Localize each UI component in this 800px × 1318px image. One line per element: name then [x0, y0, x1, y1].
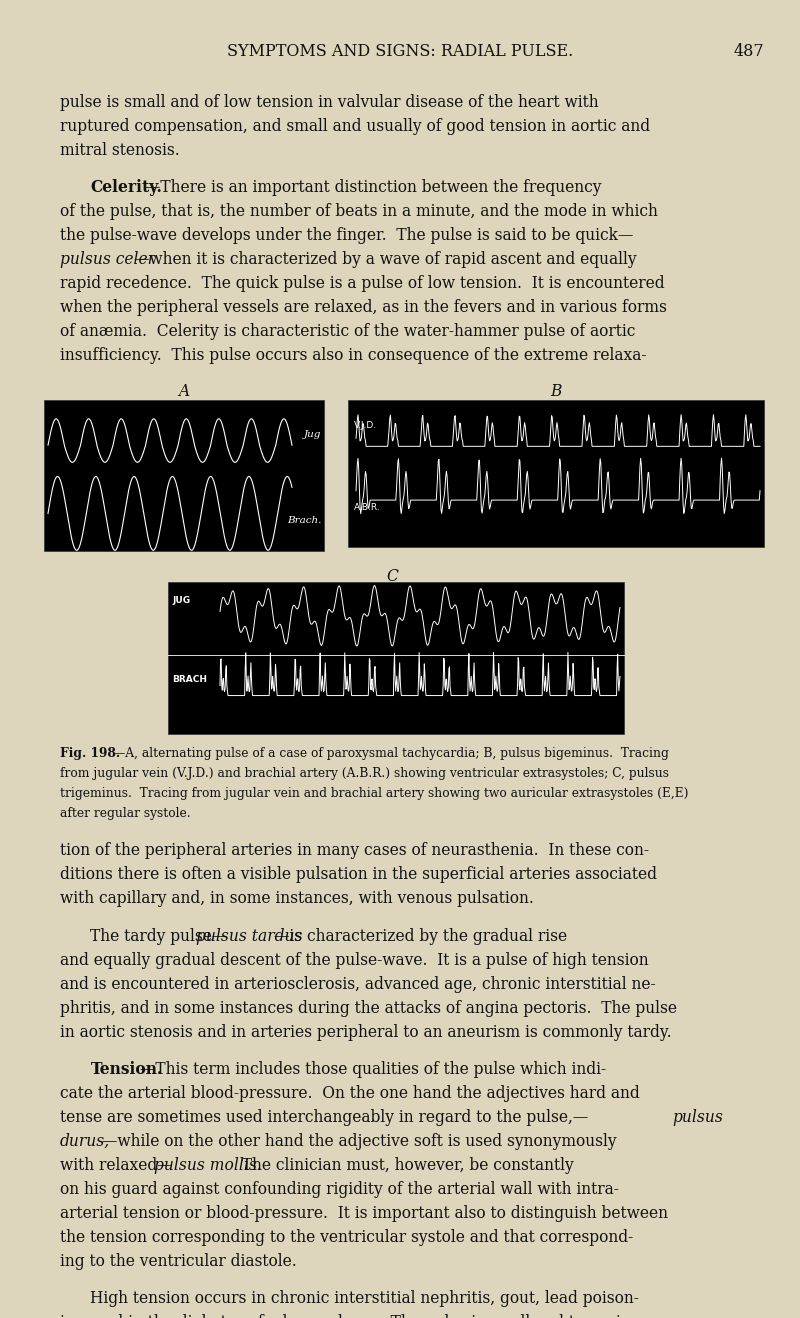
Text: B: B	[550, 384, 562, 399]
Text: Fig. 198.: Fig. 198.	[60, 747, 120, 760]
Text: 487: 487	[734, 43, 764, 61]
Text: ruptured compensation, and small and usually of good tension in aortic and: ruptured compensation, and small and usu…	[60, 117, 650, 134]
Text: —There is an important distinction between the frequency: —There is an important distinction betwe…	[145, 179, 602, 196]
Text: insufficiency.  This pulse occurs also in consequence of the extreme relaxa-: insufficiency. This pulse occurs also in…	[60, 347, 646, 364]
Text: ing to the ventricular diastole.: ing to the ventricular diastole.	[60, 1252, 297, 1269]
FancyBboxPatch shape	[168, 583, 624, 734]
Text: ditions there is often a visible pulsation in the superficial arteries associate: ditions there is often a visible pulsati…	[60, 866, 657, 883]
Text: cate the arterial blood-pressure.  On the one hand the adjectives hard and: cate the arterial blood-pressure. On the…	[60, 1085, 640, 1102]
Text: trigeminus.  Tracing from jugular vein and brachial artery showing two auricular: trigeminus. Tracing from jugular vein an…	[60, 787, 689, 800]
Text: Jug: Jug	[304, 430, 322, 439]
Text: the pulse-wave develops under the finger.  The pulse is said to be quick—: the pulse-wave develops under the finger…	[60, 227, 634, 244]
Text: A: A	[178, 384, 190, 399]
Text: —is characterized by the gradual rise: —is characterized by the gradual rise	[274, 928, 567, 945]
FancyBboxPatch shape	[44, 399, 324, 551]
Text: of the pulse, that is, the number of beats in a minute, and the mode in which: of the pulse, that is, the number of bea…	[60, 203, 658, 220]
Text: from jugular vein (V.J.D.) and brachial artery (A.B.R.) showing ventricular extr: from jugular vein (V.J.D.) and brachial …	[60, 767, 669, 780]
Text: BRACH: BRACH	[172, 675, 207, 684]
Text: on his guard against confounding rigidity of the arterial wall with intra-: on his guard against confounding rigidit…	[60, 1181, 619, 1198]
Text: of anæmia.  Celerity is characteristic of the water-hammer pulse of aortic: of anæmia. Celerity is characteristic of…	[60, 323, 635, 340]
Text: Brach.: Brach.	[287, 517, 322, 525]
Text: and is encountered in arteriosclerosis, advanced age, chronic interstitial ne-: and is encountered in arteriosclerosis, …	[60, 975, 656, 992]
Text: pulsus celer: pulsus celer	[60, 250, 155, 268]
Text: with capillary and, in some instances, with venous pulsation.: with capillary and, in some instances, w…	[60, 891, 534, 907]
Text: —when it is characterized by a wave of rapid ascent and equally: —when it is characterized by a wave of r…	[134, 250, 636, 268]
Text: rapid recedence.  The quick pulse is a pulse of low tension.  It is encountered: rapid recedence. The quick pulse is a pu…	[60, 275, 665, 293]
Text: pulsus: pulsus	[673, 1108, 724, 1126]
Text: ing, and in the diabetes of advanced age.  The pulse is small and tense in: ing, and in the diabetes of advanced age…	[60, 1314, 630, 1318]
Text: The tardy pulse—: The tardy pulse—	[90, 928, 228, 945]
Text: C: C	[386, 568, 398, 585]
Text: —This term includes those qualities of the pulse which indi-: —This term includes those qualities of t…	[140, 1061, 606, 1078]
Text: mitral stenosis.: mitral stenosis.	[60, 142, 180, 159]
Text: —while on the other hand the adjective soft is used synonymously: —while on the other hand the adjective s…	[102, 1132, 617, 1149]
Text: Tension.: Tension.	[90, 1061, 162, 1078]
Text: pulsus tardus: pulsus tardus	[196, 928, 302, 945]
Text: after regular systole.: after regular systole.	[60, 807, 190, 820]
Text: tense are sometimes used interchangeably in regard to the pulse,—: tense are sometimes used interchangeably…	[60, 1108, 588, 1126]
Text: pulse is small and of low tension in valvular disease of the heart with: pulse is small and of low tension in val…	[60, 94, 598, 111]
Text: The clinician must, however, be constantly: The clinician must, however, be constant…	[232, 1157, 574, 1174]
Text: —A, alternating pulse of a case of paroxysmal tachycardia; B, pulsus bigeminus. : —A, alternating pulse of a case of parox…	[113, 747, 669, 760]
Text: arterial tension or blood-pressure.  It is important also to distinguish between: arterial tension or blood-pressure. It i…	[60, 1205, 668, 1222]
Text: in aortic stenosis and in arteries peripheral to an aneurism is commonly tardy.: in aortic stenosis and in arteries perip…	[60, 1024, 672, 1041]
Text: the tension corresponding to the ventricular systole and that correspond-: the tension corresponding to the ventric…	[60, 1228, 634, 1246]
Text: Celerity.: Celerity.	[90, 179, 162, 196]
Text: phritis, and in some instances during the attacks of angina pectoris.  The pulse: phritis, and in some instances during th…	[60, 999, 677, 1016]
Text: JUG: JUG	[172, 596, 190, 605]
Text: durus,: durus,	[60, 1132, 110, 1149]
Text: V.J.D.: V.J.D.	[354, 422, 377, 431]
Text: with relaxed—: with relaxed—	[60, 1157, 173, 1174]
Text: pulsus mollis.: pulsus mollis.	[154, 1157, 262, 1174]
Text: tion of the peripheral arteries in many cases of neurasthenia.  In these con-: tion of the peripheral arteries in many …	[60, 842, 649, 859]
Text: A.B.R.: A.B.R.	[354, 502, 380, 511]
Text: High tension occurs in chronic interstitial nephritis, gout, lead poison-: High tension occurs in chronic interstit…	[90, 1290, 639, 1307]
FancyBboxPatch shape	[348, 399, 764, 547]
Text: when the peripheral vessels are relaxed, as in the fevers and in various forms: when the peripheral vessels are relaxed,…	[60, 299, 667, 316]
Text: and equally gradual descent of the pulse-wave.  It is a pulse of high tension: and equally gradual descent of the pulse…	[60, 952, 649, 969]
Text: SYMPTOMS AND SIGNS: RADIAL PULSE.: SYMPTOMS AND SIGNS: RADIAL PULSE.	[227, 43, 573, 61]
